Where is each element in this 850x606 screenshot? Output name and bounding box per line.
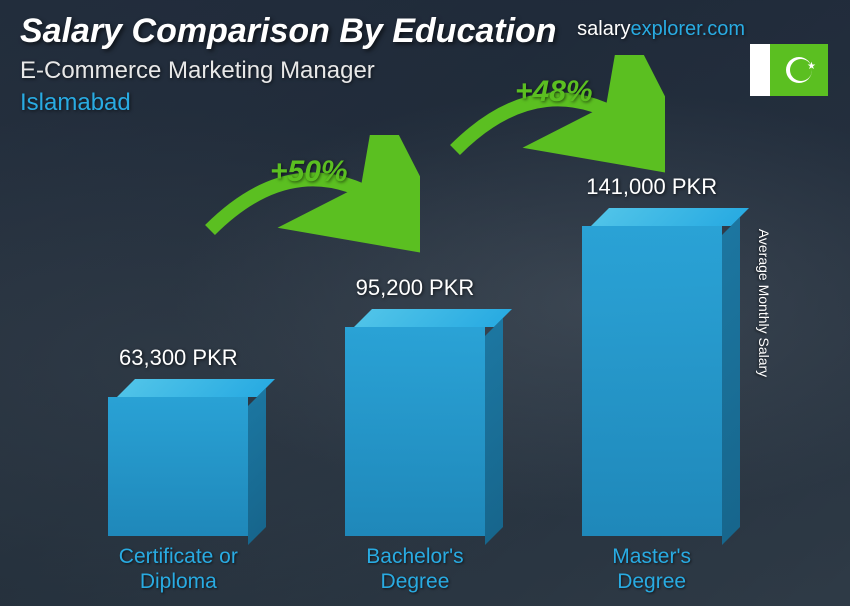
bar [108, 379, 248, 536]
brand-prefix: salary [577, 18, 630, 40]
flag-field: ★ [770, 44, 829, 96]
flag-star-icon: ★ [807, 61, 816, 72]
bar-front-face [345, 327, 485, 536]
bar-value-label: 95,200 PKR [356, 275, 475, 301]
flag-pakistan: ★ [750, 44, 828, 96]
increase-percent: +48% [515, 75, 593, 109]
category-axis: Certificate orDiploma Bachelor'sDegree Mas… [60, 544, 770, 594]
brand-logo: salaryexplorer.com [577, 18, 745, 41]
bar-front-face [108, 397, 248, 536]
bar-group: 141,000 PKR [562, 174, 742, 536]
bar-side-face [248, 388, 266, 545]
bar-group: 95,200 PKR [325, 275, 505, 536]
category-label: Certificate orDiploma [88, 544, 268, 594]
bar [345, 309, 485, 536]
bar-side-face [722, 217, 740, 545]
bar-value-label: 63,300 PKR [119, 345, 238, 371]
increase-percent: +50% [270, 155, 348, 189]
bar-side-face [485, 318, 503, 545]
bar-top-face [117, 379, 275, 397]
bar [582, 208, 722, 536]
flag-stripe [750, 44, 770, 96]
brand-suffix: .com [702, 18, 745, 40]
category-label: Bachelor'sDegree [325, 544, 505, 594]
brand-mid: explorer [631, 18, 702, 40]
bar-front-face [582, 226, 722, 536]
category-label: Master'sDegree [562, 544, 742, 594]
bar-top-face [591, 208, 749, 226]
bar-group: 63,300 PKR [88, 345, 268, 536]
bar-top-face [354, 309, 512, 327]
y-axis-label: Average Monthly Salary [756, 229, 772, 377]
